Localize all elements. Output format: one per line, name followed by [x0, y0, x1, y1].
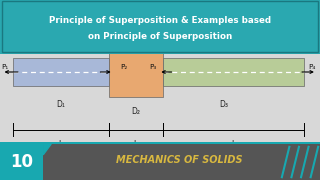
Text: l₃: l₃ [231, 140, 236, 149]
Text: P₃: P₃ [149, 64, 157, 70]
Text: D₂: D₂ [132, 107, 140, 116]
Bar [163, 58, 304, 86]
Text: P₁: P₁ [1, 64, 8, 70]
Bar [0, 144, 320, 180]
Text: P₂: P₂ [120, 64, 127, 70]
Text: D₁: D₁ [56, 100, 65, 109]
Bar [109, 47, 163, 97]
Text: Principle of Superposition & Examples based: Principle of Superposition & Examples ba… [49, 16, 271, 25]
Bar [0, 144, 43, 180]
Text: l₂: l₂ [133, 140, 139, 149]
Bar [13, 58, 109, 86]
Text: 10: 10 [10, 153, 33, 171]
Bar [0, 0, 320, 54]
Polygon shape [43, 144, 51, 155]
Text: on Principle of Superposition: on Principle of Superposition [88, 32, 232, 41]
Bar [0, 142, 320, 144]
Text: l₁: l₁ [58, 140, 63, 149]
Text: D₃: D₃ [220, 100, 228, 109]
Bar [2, 1, 318, 52]
Text: MECHANICS OF SOLIDS: MECHANICS OF SOLIDS [116, 155, 243, 165]
Text: P₄: P₄ [308, 64, 315, 70]
